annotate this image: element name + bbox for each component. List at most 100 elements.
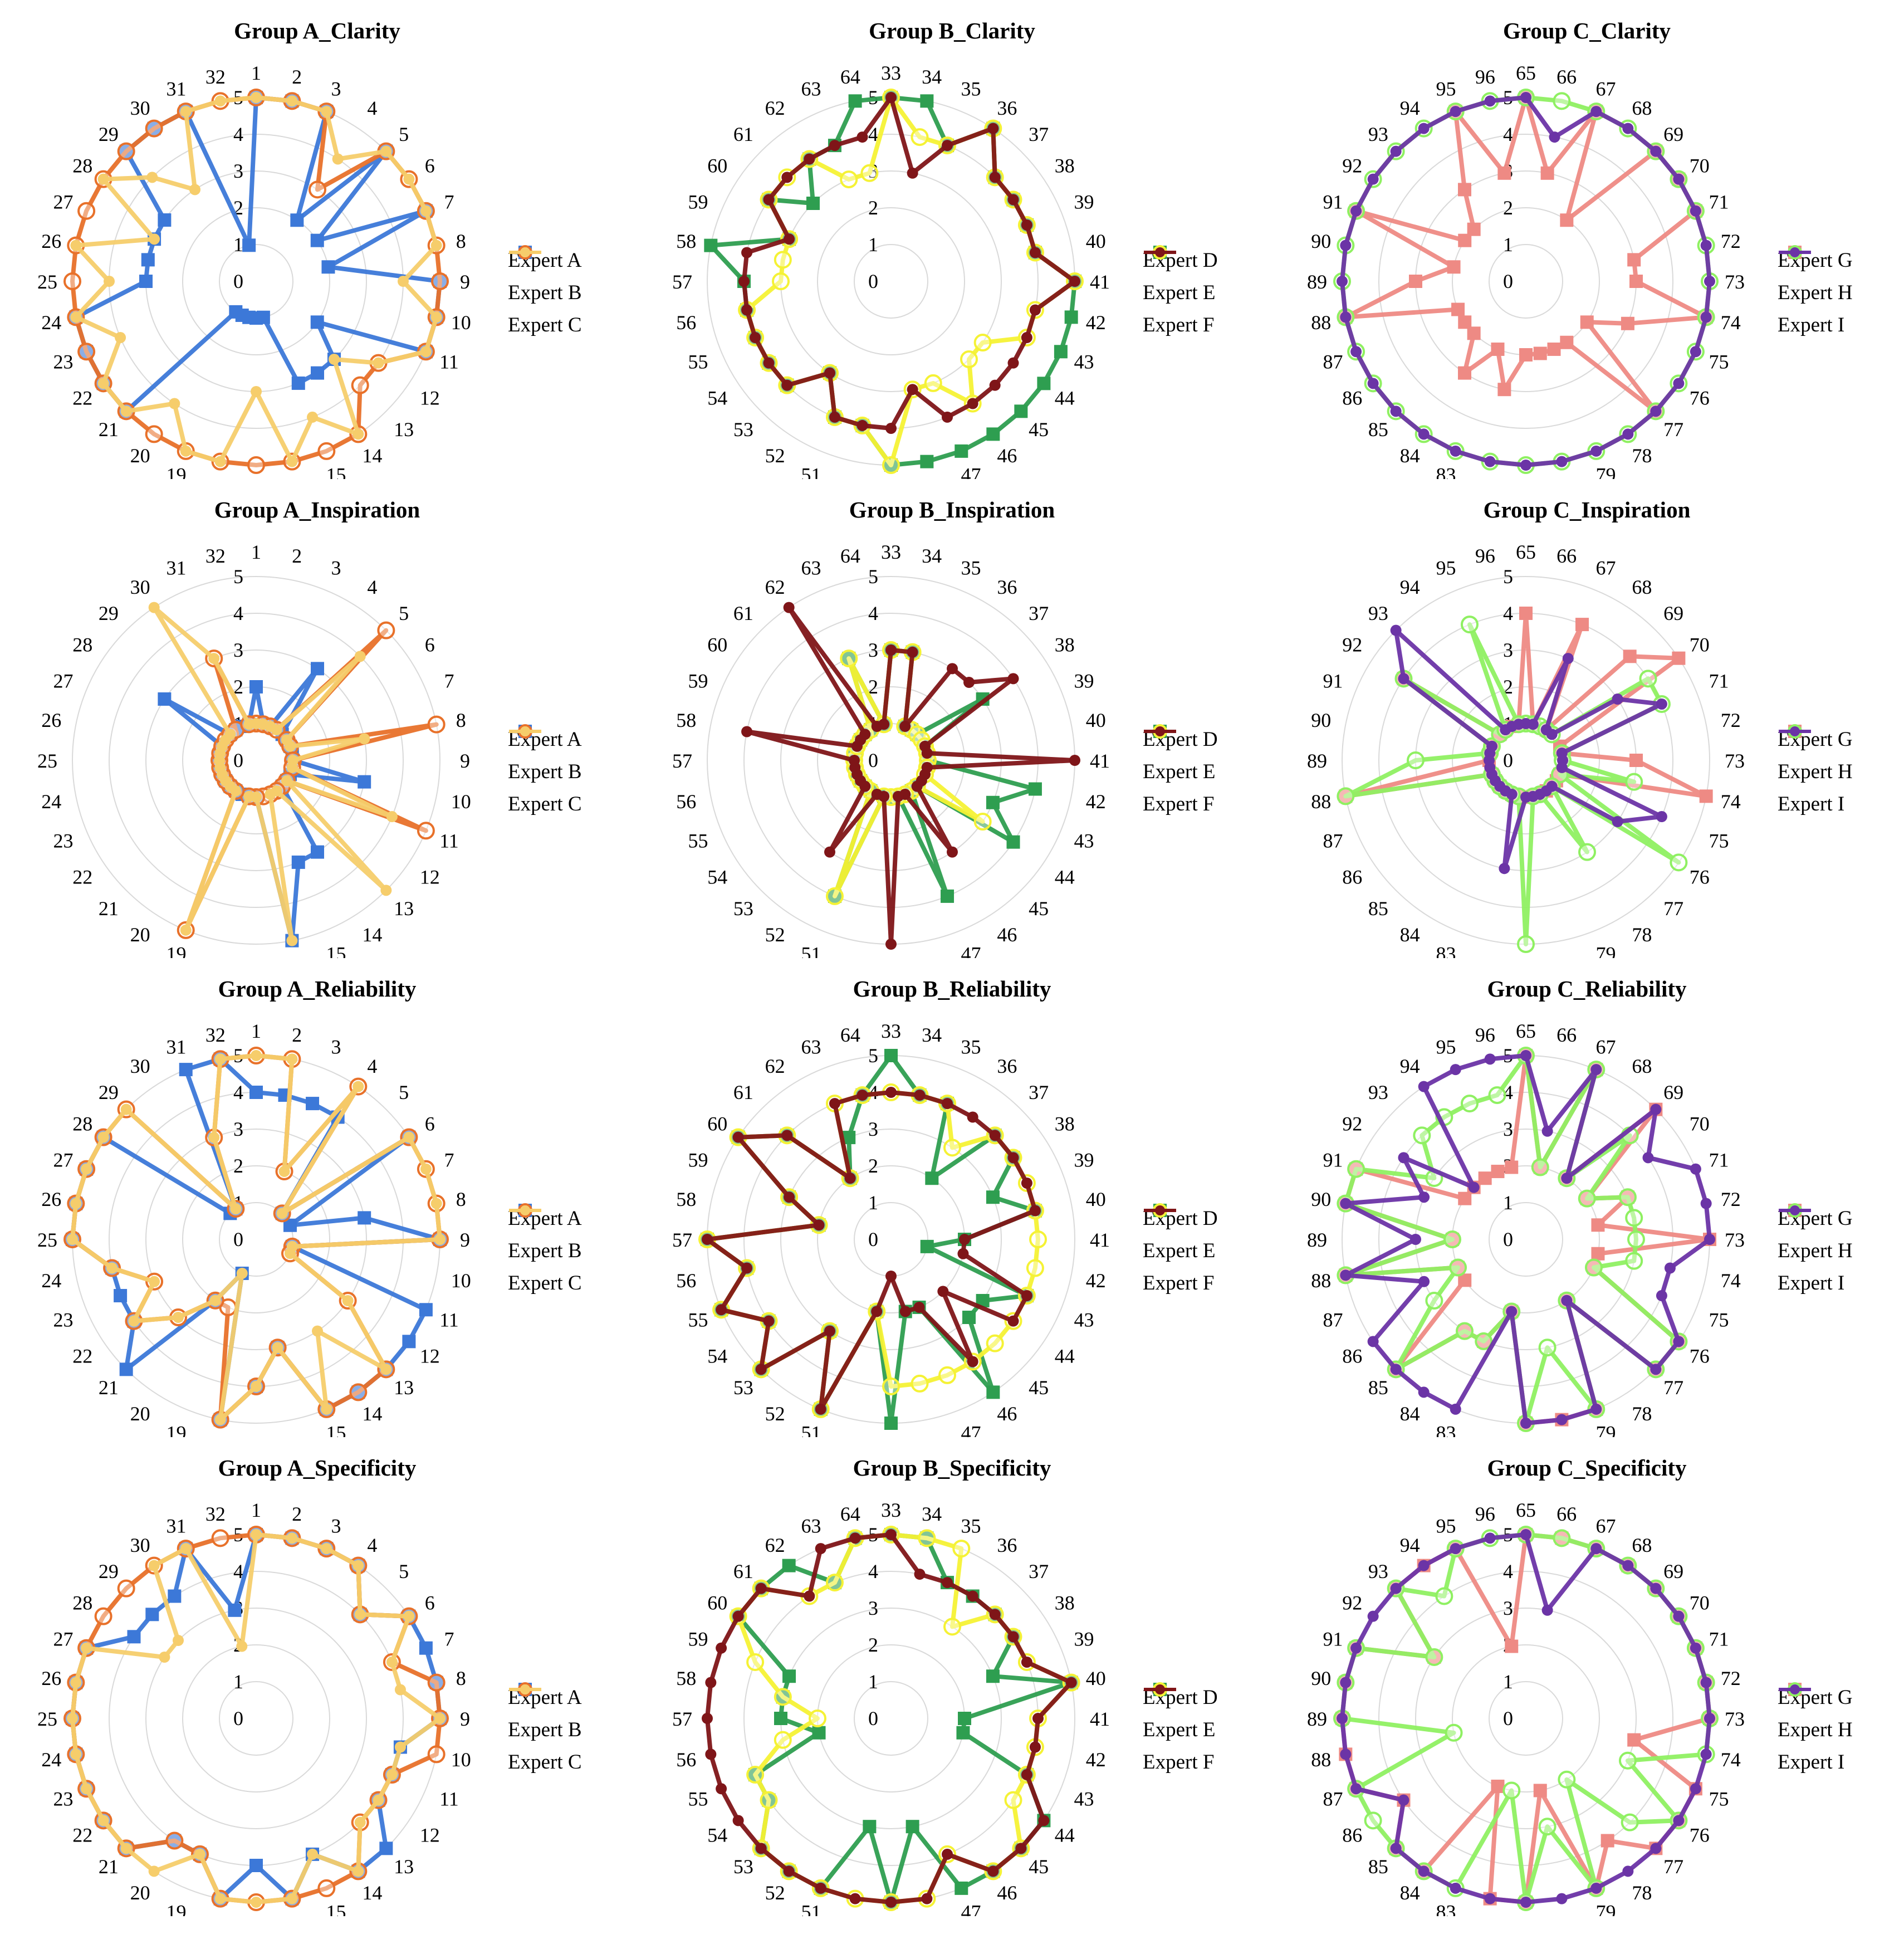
legend-item: Expert F: [1143, 1684, 1218, 1778]
radial-tick-label: 1: [1503, 1191, 1513, 1214]
data-point: [746, 1766, 765, 1784]
data-point: [732, 1815, 744, 1826]
radar-gridline: [182, 1165, 330, 1313]
data-point: [1650, 1103, 1662, 1115]
data-point: [1520, 1897, 1531, 1908]
radial-tick-label: 0: [868, 1707, 878, 1730]
data-point: [1364, 1811, 1382, 1830]
data-point: [781, 172, 793, 183]
data-point: [430, 311, 442, 323]
data-point: [1625, 1252, 1643, 1270]
category-label: 70: [1690, 155, 1710, 177]
data-point: [394, 1741, 406, 1753]
category-label: 82: [1475, 1913, 1495, 1916]
data-point: [1578, 1189, 1596, 1208]
category-label: 70: [1690, 1113, 1710, 1135]
category-label: 19: [166, 1901, 186, 1916]
category-label: 89: [1307, 271, 1327, 293]
data-point: [1556, 1414, 1568, 1425]
category-label: 32: [205, 66, 226, 88]
legend-item: Expert E: [1143, 1203, 1218, 1267]
data-point: [1484, 456, 1496, 467]
data-point: [1547, 342, 1561, 356]
data-point: [825, 887, 844, 905]
data-point: [815, 1543, 826, 1555]
data-point: [746, 1653, 765, 1671]
data-point: [920, 1239, 934, 1253]
data-point: [1484, 1053, 1496, 1065]
data-point: [70, 1748, 82, 1760]
category-label: 47: [961, 942, 981, 958]
data-point: [1672, 651, 1686, 665]
data-point: [1656, 1290, 1667, 1302]
data-point: [989, 1130, 1001, 1141]
category-label: 26: [41, 1188, 61, 1210]
category-label: 82: [1475, 1434, 1495, 1437]
data-point: [1642, 1152, 1654, 1164]
data-point: [1673, 1336, 1685, 1347]
data-point: [141, 253, 155, 267]
category-label: 8: [456, 709, 466, 731]
category-label: 91: [1323, 670, 1343, 692]
data-point: [249, 680, 263, 693]
data-point: [321, 1543, 332, 1555]
data-point: [813, 1219, 825, 1231]
legend-item: Expert E: [1143, 724, 1218, 788]
category-label: 15: [326, 1422, 346, 1437]
category-label: 77: [1663, 1376, 1683, 1399]
category-label: 80: [1557, 476, 1577, 479]
series-line: [745, 605, 1077, 946]
category-label: 74: [1721, 1269, 1741, 1292]
radar-gridline: [1378, 134, 1673, 429]
category-label: 32: [205, 545, 226, 567]
data-point: [911, 780, 923, 792]
radar-gridline: [817, 1644, 965, 1792]
data-point: [265, 788, 276, 800]
legend-swatch: [1779, 1684, 1811, 1694]
category-label: 11: [439, 1309, 459, 1331]
data-point: [139, 275, 153, 288]
category-label: 4: [367, 97, 377, 119]
data-point: [871, 1306, 883, 1317]
data-point: [1505, 1160, 1519, 1174]
data-point: [251, 1897, 262, 1908]
radar-gridline: [145, 1129, 367, 1350]
radar-gridline: [707, 576, 1075, 945]
category-label: 42: [1086, 790, 1106, 813]
legend-item: Expert C: [508, 726, 582, 820]
data-point: [149, 233, 160, 245]
data-point: [430, 240, 442, 251]
category-label: 63: [801, 1515, 821, 1537]
category-label: 84: [1400, 1403, 1420, 1425]
radar-gridline: [1489, 244, 1563, 319]
radial-tick-label: 3: [233, 639, 243, 661]
data-point: [351, 376, 369, 394]
data-point: [705, 1748, 717, 1760]
data-point: [1541, 1604, 1553, 1616]
category-label: 60: [707, 634, 727, 656]
legend-swatch: [1144, 247, 1176, 257]
data-point: [702, 1234, 713, 1245]
category-label: 9: [460, 1708, 470, 1730]
radial-tick-label: 5: [868, 1044, 878, 1067]
data-point: [1340, 1677, 1352, 1688]
category-label: 34: [922, 1503, 942, 1525]
category-label: 79: [1596, 1901, 1616, 1916]
category-label: 41: [1090, 1708, 1110, 1730]
data-point: [172, 1634, 184, 1646]
data-point: [1584, 1258, 1603, 1277]
data-point: [97, 1131, 109, 1143]
data-point: [353, 1081, 364, 1092]
data-point: [973, 813, 992, 831]
category-label: 69: [1663, 1560, 1683, 1582]
data-point: [379, 1842, 393, 1855]
data-point: [358, 1211, 371, 1225]
category-label: 12: [420, 387, 440, 409]
data-point: [1556, 1893, 1568, 1904]
data-point: [924, 374, 942, 392]
data-point: [1546, 729, 1558, 740]
data-point: [1425, 1648, 1443, 1666]
category-label: 22: [72, 866, 92, 888]
data-point: [359, 733, 370, 745]
data-point: [403, 1610, 415, 1622]
